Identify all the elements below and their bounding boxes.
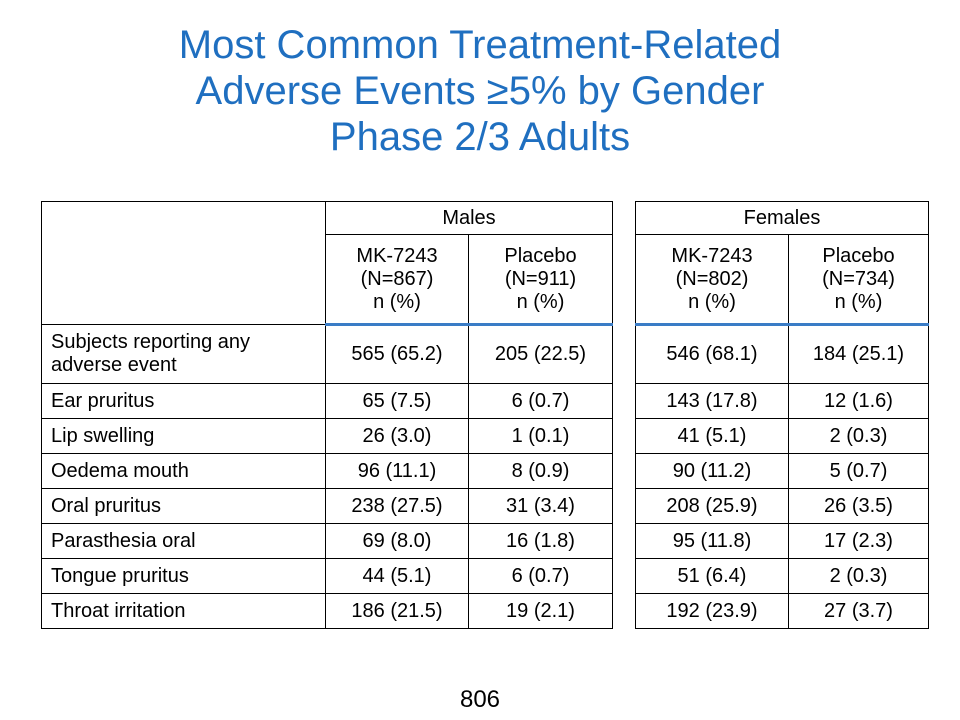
title-line-1: Most Common Treatment-Related: [178, 23, 782, 67]
col-header-females-placebo: Placebo (N=734) n (%): [788, 234, 929, 326]
cell-value: 51 (6.4): [635, 558, 789, 594]
table-row: Parasthesia oral 69 (8.0) 16 (1.8) 95 (1…: [41, 523, 929, 559]
cell-value: 205 (22.5): [468, 324, 613, 384]
row-label-line: Subjects reporting any: [51, 331, 251, 353]
cell-value: 16 (1.8): [468, 523, 613, 559]
cell-value: 31 (3.4): [468, 488, 613, 524]
table-row: Tongue pruritus 44 (5.1) 6 (0.7) 51 (6.4…: [41, 558, 929, 594]
col-header-males-mk7243: MK-7243 (N=867) n (%): [325, 234, 469, 326]
row-label: Oedema mouth: [41, 453, 326, 489]
col-header-line: n (%): [834, 290, 883, 313]
col-header-line: n (%): [516, 290, 565, 313]
col-header-line: n (%): [688, 290, 736, 313]
col-header-line: (N=802): [675, 267, 749, 290]
cell-value: 41 (5.1): [635, 418, 789, 454]
row-label: Oral pruritus: [41, 488, 326, 524]
cell-value: 44 (5.1): [325, 558, 469, 594]
adverse-events-table: Males Females MK-7243 (N=867) n (%) Plac…: [41, 201, 929, 629]
cell-value: 26 (3.0): [325, 418, 469, 454]
cell-value: 6 (0.7): [468, 383, 613, 419]
column-header-row: MK-7243 (N=867) n (%) Placebo (N=911) n …: [42, 234, 929, 326]
cell-value: 186 (21.5): [325, 593, 469, 629]
column-gap: [613, 594, 636, 629]
col-header-line: (N=911): [504, 267, 577, 290]
corner-cell: [41, 201, 326, 325]
cell-value: 6 (0.7): [468, 558, 613, 594]
cell-value: 208 (25.9): [635, 488, 789, 524]
table-row: Lip swelling 26 (3.0) 1 (0.1) 41 (5.1) 2…: [41, 418, 929, 454]
column-gap: [613, 524, 636, 559]
col-header-line: Placebo: [822, 244, 895, 267]
table-row: Throat irritation 186 (21.5) 19 (2.1) 19…: [41, 593, 929, 629]
cell-value: 27 (3.7): [788, 593, 929, 629]
column-gap: [613, 419, 636, 454]
column-gap: [613, 202, 636, 325]
col-header-males-placebo: Placebo (N=911) n (%): [468, 234, 613, 326]
cell-value: 19 (2.1): [468, 593, 613, 629]
column-gap: [613, 559, 636, 594]
col-header-line: (N=734): [822, 267, 895, 290]
row-label: Throat irritation: [41, 593, 326, 629]
column-gap: [613, 325, 636, 384]
table-row: Subjects reporting any adverse event 565…: [41, 324, 929, 384]
row-label: Parasthesia oral: [41, 523, 326, 559]
table-row: Oral pruritus 238 (27.5) 31 (3.4) 208 (2…: [41, 488, 929, 524]
col-header-females-mk7243: MK-7243 (N=802) n (%): [635, 234, 789, 326]
cell-value: 90 (11.2): [635, 453, 789, 489]
column-gap: [613, 489, 636, 524]
cell-value: 192 (23.9): [635, 593, 789, 629]
col-header-line: MK-7243: [356, 244, 438, 267]
cell-value: 5 (0.7): [788, 453, 929, 489]
cell-value: 2 (0.3): [788, 558, 929, 594]
row-label: Lip swelling: [41, 418, 326, 454]
col-header-line: Placebo: [504, 244, 577, 267]
cell-value: 8 (0.9): [468, 453, 613, 489]
col-header-line: (N=867): [360, 267, 434, 290]
cell-value: 546 (68.1): [635, 324, 789, 384]
col-header-line: n (%): [373, 290, 421, 313]
cell-value: 238 (27.5): [325, 488, 469, 524]
cell-value: 143 (17.8): [635, 383, 789, 419]
slide-title: Most Common Treatment-Related Adverse Ev…: [0, 22, 960, 160]
cell-value: 184 (25.1): [788, 324, 929, 384]
group-header-males: Males: [325, 201, 613, 235]
row-label: Tongue pruritus: [41, 558, 326, 594]
cell-value: 69 (8.0): [325, 523, 469, 559]
group-header-row: Males Females: [41, 201, 929, 325]
column-gap: [613, 454, 636, 489]
table-row: Ear pruritus 65 (7.5) 6 (0.7) 143 (17.8)…: [41, 383, 929, 419]
col-header-line: MK-7243: [671, 244, 753, 267]
column-gap: [613, 384, 636, 419]
table-row: Oedema mouth 96 (11.1) 8 (0.9) 90 (11.2)…: [41, 453, 929, 489]
cell-value: 2 (0.3): [788, 418, 929, 454]
cell-value: 565 (65.2): [325, 324, 469, 384]
cell-value: 96 (11.1): [325, 453, 469, 489]
cell-value: 26 (3.5): [788, 488, 929, 524]
row-label: Subjects reporting any adverse event: [41, 324, 326, 384]
group-header-females: Females: [635, 201, 929, 235]
row-label: Ear pruritus: [41, 383, 326, 419]
title-line-3: Phase 2/3 Adults: [329, 115, 631, 159]
title-line-2: Adverse Events ≥5% by Gender: [195, 69, 765, 113]
cell-value: 1 (0.1): [468, 418, 613, 454]
row-label-line: adverse event: [51, 354, 177, 376]
page-number: 806: [459, 686, 501, 713]
cell-value: 95 (11.8): [635, 523, 789, 559]
cell-value: 17 (2.3): [788, 523, 929, 559]
cell-value: 65 (7.5): [325, 383, 469, 419]
cell-value: 12 (1.6): [788, 383, 929, 419]
